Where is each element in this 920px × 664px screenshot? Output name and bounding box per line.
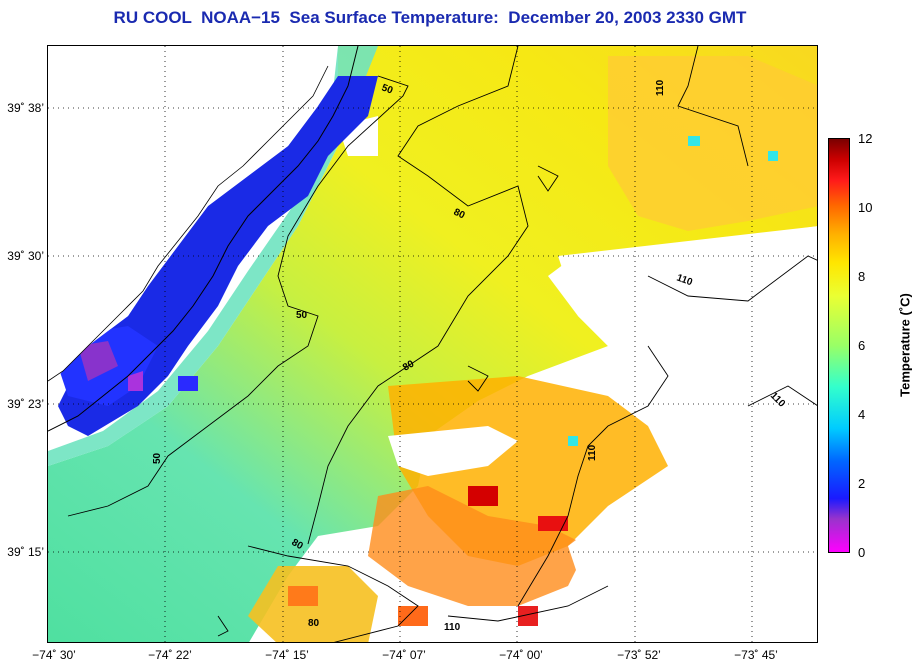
contour-label: 110 bbox=[444, 622, 461, 633]
contour-label: 110 bbox=[655, 79, 666, 96]
lon-label: −73˚ 52’ bbox=[617, 648, 661, 662]
contour-80b bbox=[247, 545, 419, 642]
lon-label: −73˚ 45’ bbox=[734, 648, 778, 662]
contour-110 bbox=[677, 46, 749, 167]
sst-field bbox=[48, 46, 817, 642]
colorbar-tick: 12 bbox=[858, 131, 873, 146]
colorbar-tick: 0 bbox=[858, 545, 866, 560]
land-area bbox=[48, 46, 338, 386]
lat-label: 39˚ 15’ bbox=[7, 545, 44, 559]
lat-label: 39˚ 30’ bbox=[7, 249, 44, 263]
lon-label: −74˚ 15’ bbox=[265, 648, 309, 662]
contour-label: 80 bbox=[452, 207, 467, 222]
contour-50 bbox=[67, 75, 409, 517]
coastline-inner bbox=[48, 65, 329, 382]
map-canvas: 50 50 50 80 80 80 80 110 110 110 110 110 bbox=[48, 46, 817, 642]
lon-label: −74˚ 00’ bbox=[499, 648, 543, 662]
colorbar-tick: 8 bbox=[858, 269, 866, 284]
contour-label: 50 bbox=[296, 310, 308, 321]
contour-label: 50 bbox=[152, 452, 163, 464]
sst-map[interactable]: 50 50 50 80 80 80 80 110 110 110 110 110 bbox=[47, 45, 818, 643]
contour-110c bbox=[517, 345, 669, 607]
contour-label: 80 bbox=[290, 537, 306, 552]
contour-110d bbox=[747, 385, 817, 407]
contour-110b bbox=[647, 255, 817, 302]
lon-label: −74˚ 22’ bbox=[148, 648, 192, 662]
graticule bbox=[48, 46, 817, 642]
coastline bbox=[48, 46, 359, 432]
contour-label: 110 bbox=[675, 272, 694, 288]
lon-label: −74˚ 30’ bbox=[32, 648, 76, 662]
colorbar-tick: 6 bbox=[858, 338, 866, 353]
contour-label: 50 bbox=[380, 82, 395, 96]
contour-label: 80 bbox=[308, 618, 320, 629]
contour-label: 110 bbox=[587, 444, 598, 461]
lon-label: −74˚ 07’ bbox=[382, 648, 426, 662]
contour-label: 80 bbox=[401, 358, 417, 373]
map-title: RU COOL NOAA−15 Sea Surface Temperature:… bbox=[113, 8, 747, 27]
colorbar-tick: 10 bbox=[858, 200, 873, 215]
bathymetry-contours bbox=[67, 46, 817, 642]
colorbar-tick: 2 bbox=[858, 476, 866, 491]
contour-110e bbox=[447, 585, 609, 622]
lat-label: 39˚ 23’ bbox=[7, 397, 44, 411]
lat-label: 39˚ 38’ bbox=[7, 101, 44, 115]
contour-80 bbox=[307, 46, 529, 545]
colorbar-tick: 4 bbox=[858, 407, 866, 422]
temperature-colorbar bbox=[828, 138, 850, 553]
colorbar-label: Temperature (˚C) bbox=[897, 293, 913, 397]
